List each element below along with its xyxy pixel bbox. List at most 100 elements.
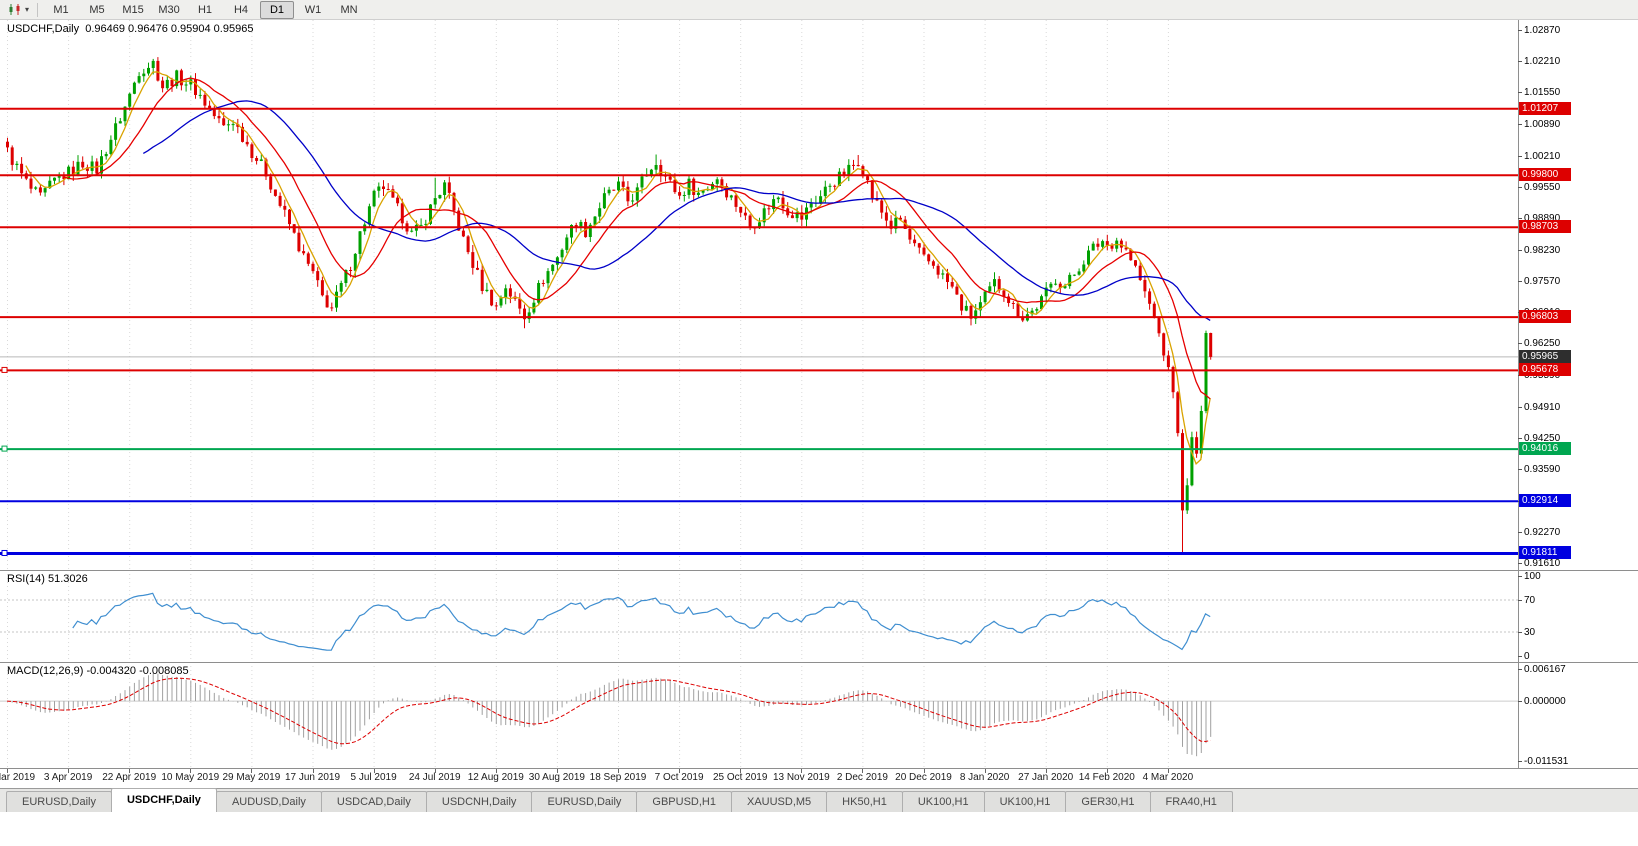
price-tick-mark bbox=[1518, 562, 1522, 564]
time-axis-label: 13 Nov 2019 bbox=[772, 772, 830, 783]
price-tick-mark bbox=[1518, 123, 1522, 125]
time-axis-label: 2 Dec 2019 bbox=[836, 772, 888, 783]
vertical-gridlines bbox=[7, 20, 1169, 570]
chart-tab-gbpusd-h1[interactable]: GBPUSD,H1 bbox=[636, 791, 732, 812]
macd-histogram bbox=[11, 673, 1212, 757]
time-tick-mark bbox=[129, 769, 131, 773]
price-chart-canvas[interactable] bbox=[0, 20, 1518, 570]
time-axis-label: 4 Mar 2020 bbox=[1142, 772, 1194, 783]
macd-tick-mark bbox=[1518, 669, 1522, 671]
line-drag-handle[interactable] bbox=[1, 549, 8, 556]
timeframe-button-h4[interactable]: H4 bbox=[233, 3, 249, 16]
timeframe-button-m15[interactable]: M15 bbox=[122, 3, 144, 16]
price-tick-mark bbox=[1518, 218, 1522, 220]
axis-separator bbox=[0, 768, 1638, 769]
timeframe-button-m1[interactable]: M1 bbox=[53, 3, 69, 16]
line-drag-handle[interactable] bbox=[1, 445, 8, 452]
chart-tab-usdcnh-daily[interactable]: USDCNH,Daily bbox=[425, 791, 533, 812]
time-tick-mark bbox=[679, 769, 681, 773]
price-tick-mark bbox=[1518, 155, 1522, 157]
price-tick-label: 0.98890 bbox=[1524, 213, 1561, 225]
ma-slow-blue-line bbox=[142, 100, 1211, 321]
toolbar-separator bbox=[37, 2, 39, 17]
chart-type-button[interactable]: ▾ bbox=[4, 1, 32, 19]
scale-separator bbox=[1518, 20, 1519, 768]
time-tick-mark bbox=[251, 769, 253, 773]
time-axis[interactable] bbox=[0, 769, 1638, 788]
hline-price-label: 0.95678 bbox=[1519, 363, 1571, 377]
time-tick-mark bbox=[862, 769, 864, 773]
timeframe-button-mn[interactable]: MN bbox=[340, 3, 358, 16]
timeframe-button-d1[interactable]: D1 bbox=[260, 0, 295, 19]
ma-mid-red-line bbox=[63, 77, 1211, 400]
time-axis-label: 7 Oct 2019 bbox=[654, 772, 704, 783]
time-axis-label: 3 Apr 2019 bbox=[43, 772, 93, 783]
pane-separator[interactable] bbox=[0, 662, 1638, 663]
chart-tab-usdcad-daily[interactable]: USDCAD,Daily bbox=[320, 791, 427, 812]
time-axis-label: 15 Mar 2019 bbox=[0, 772, 36, 783]
timeframe-button-m30[interactable]: M30 bbox=[158, 3, 180, 16]
time-axis-label: 22 Apr 2019 bbox=[102, 772, 157, 783]
rsi-scale-label: 0 bbox=[1524, 651, 1530, 662]
time-tick-mark bbox=[1106, 769, 1108, 773]
macd-canvas[interactable] bbox=[0, 662, 1518, 768]
chart-tab-uk100-h1[interactable]: UK100,H1 bbox=[901, 791, 985, 812]
chart-tab-uk100-h1[interactable]: UK100,H1 bbox=[983, 791, 1067, 812]
price-tick-mark bbox=[1518, 438, 1522, 440]
macd-scale-label: -0.011531 bbox=[1524, 755, 1569, 767]
time-tick-mark bbox=[373, 769, 375, 773]
time-tick-mark bbox=[434, 769, 436, 773]
chart-tab-eurusd-daily[interactable]: EURUSD,Daily bbox=[531, 791, 638, 812]
chart-tab-eurusd-daily[interactable]: EURUSD,Daily bbox=[6, 791, 112, 812]
pane-separator[interactable] bbox=[0, 570, 1638, 571]
rsi-indicator-label: RSI(14) 51.3026 bbox=[7, 573, 88, 585]
vertical-gridlines bbox=[7, 570, 1169, 662]
time-axis-label: 29 May 2019 bbox=[222, 772, 281, 783]
price-tick-label: 0.97570 bbox=[1524, 275, 1561, 287]
timeframe-button-m5[interactable]: M5 bbox=[89, 3, 105, 16]
price-tick-mark bbox=[1518, 29, 1522, 31]
time-tick-mark bbox=[618, 769, 619, 773]
time-tick-mark bbox=[740, 769, 742, 773]
time-tick-mark bbox=[1045, 769, 1047, 773]
chart-tab-ger30-h1[interactable]: GER30,H1 bbox=[1065, 791, 1151, 812]
rsi-indicator-pane[interactable]: RSI(14) 51.3026 bbox=[0, 570, 1518, 662]
macd-tick-mark bbox=[1518, 760, 1522, 762]
price-tick-label: 0.94910 bbox=[1524, 401, 1561, 413]
chart-tab-fra40-h1[interactable]: FRA40,H1 bbox=[1149, 791, 1233, 812]
rsi-tick-mark bbox=[1518, 576, 1522, 577]
rsi-scale-label: 100 bbox=[1524, 571, 1541, 582]
chart-tab-xauusd-m5[interactable]: XAUUSD,M5 bbox=[730, 791, 828, 812]
chart-tab-audusd-daily[interactable]: AUDUSD,Daily bbox=[215, 791, 322, 812]
chart-tab-usdchf-daily[interactable]: USDCHF,Daily bbox=[110, 788, 217, 812]
timeframe-button-h1[interactable]: H1 bbox=[197, 3, 213, 16]
rsi-scale-label: 30 bbox=[1524, 627, 1536, 638]
line-drag-handle[interactable] bbox=[1, 366, 8, 373]
price-tick-label: 1.02870 bbox=[1524, 24, 1561, 36]
candlestick-series[interactable] bbox=[6, 57, 1213, 554]
rsi-canvas[interactable] bbox=[0, 570, 1518, 662]
time-axis-label: 27 Jan 2020 bbox=[1018, 772, 1074, 783]
price-scale-axis[interactable] bbox=[1519, 20, 1638, 768]
price-tick-label: 0.98230 bbox=[1524, 244, 1561, 256]
price-tick-label: 1.02210 bbox=[1524, 56, 1561, 68]
time-tick-mark bbox=[7, 769, 8, 773]
price-tick-mark bbox=[1518, 406, 1522, 408]
chart-tabs-bar: EURUSD,Daily USDCHF,Daily AUDUSD,Daily USDC… bbox=[0, 788, 1638, 812]
rsi-tick-mark bbox=[1518, 656, 1522, 657]
price-tick-mark bbox=[1518, 61, 1522, 63]
time-axis-label: 25 Oct 2019 bbox=[712, 772, 768, 783]
hline-price-label: 0.92914 bbox=[1519, 494, 1571, 508]
price-chart-pane[interactable]: USDCHF,Daily 0.96469 0.96476 0.95904 0.9… bbox=[0, 20, 1518, 570]
chart-info-line: USDCHF,Daily 0.96469 0.96476 0.95904 0.9… bbox=[7, 23, 254, 35]
price-tick-label: 1.01550 bbox=[1524, 87, 1561, 99]
timeframe-button-w1[interactable]: W1 bbox=[304, 3, 322, 16]
hline-price-label: 1.01207 bbox=[1519, 101, 1571, 115]
chart-tab-hk50-h1[interactable]: HK50,H1 bbox=[826, 791, 903, 812]
chevron-down-icon: ▾ bbox=[25, 4, 30, 14]
hline-price-label: 0.99800 bbox=[1519, 168, 1571, 182]
macd-indicator-pane[interactable]: MACD(12,26,9) -0.004320 -0.008085 bbox=[0, 662, 1518, 768]
time-axis-label: 17 Jun 2019 bbox=[284, 772, 341, 783]
rsi-tick-mark bbox=[1518, 632, 1522, 633]
current-price-label: 0.95965 bbox=[1519, 349, 1571, 363]
